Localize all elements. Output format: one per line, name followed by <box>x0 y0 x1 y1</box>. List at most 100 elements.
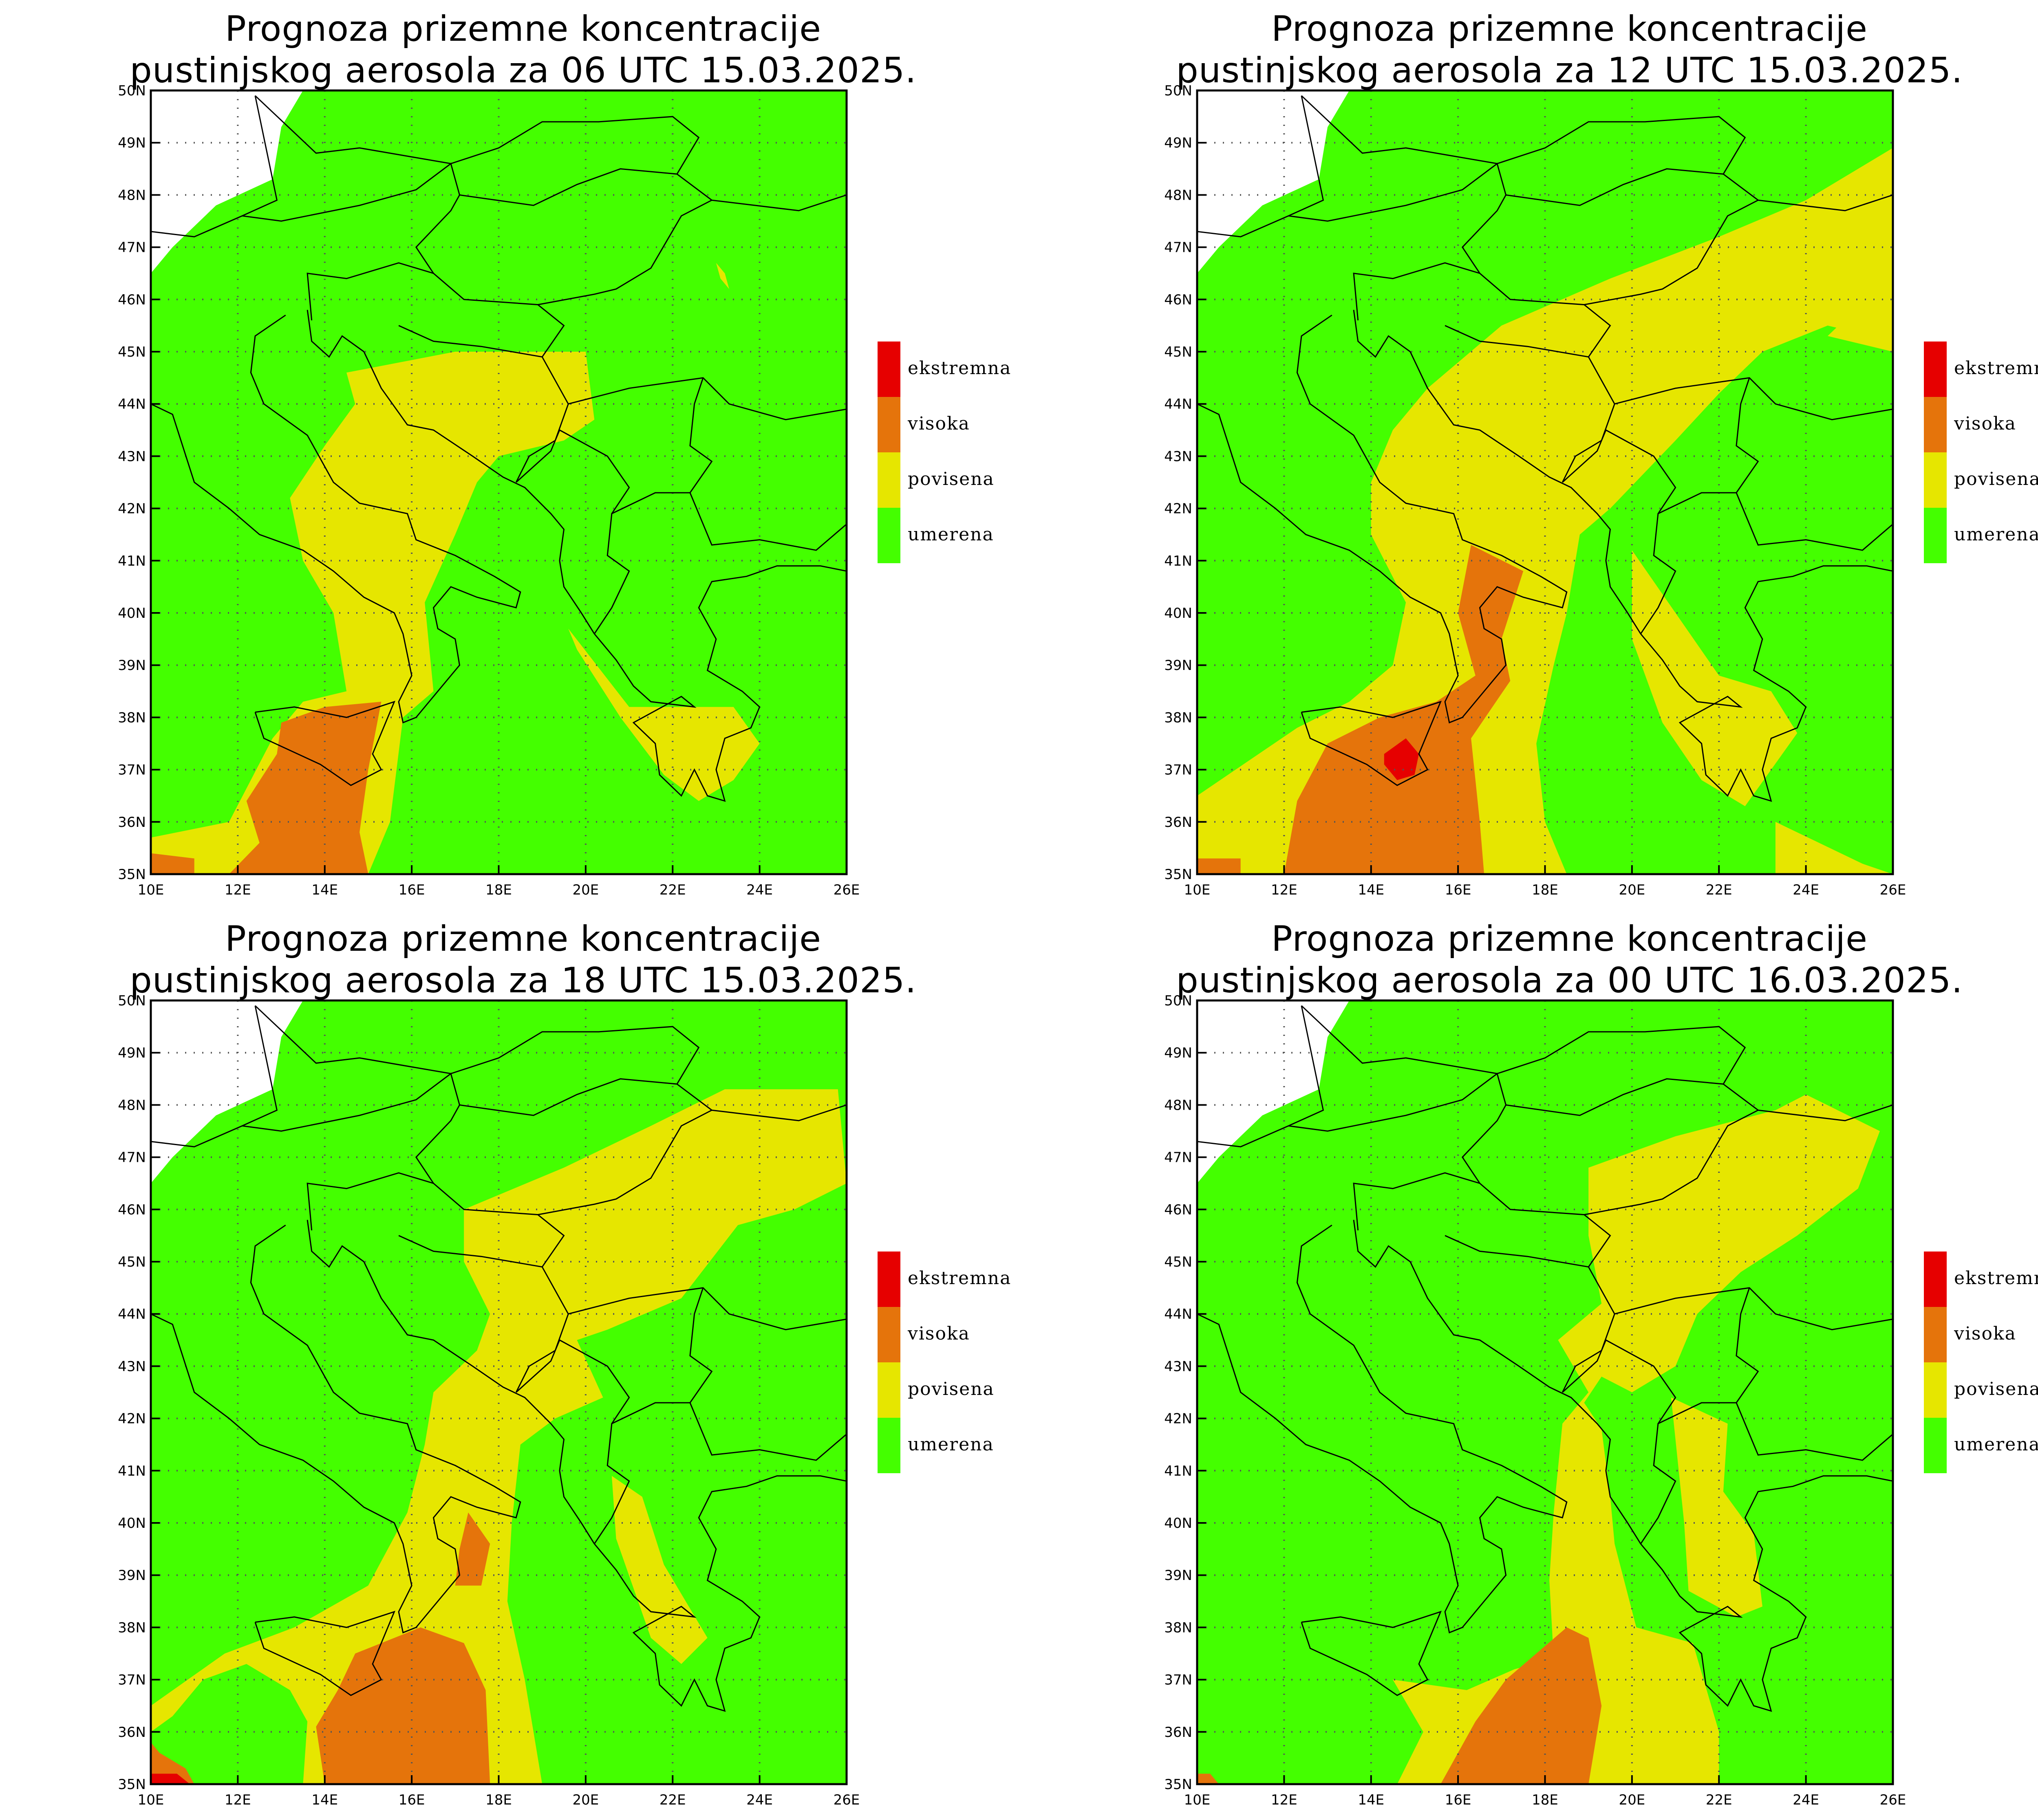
panel-title-line2: pustinjskog aerosola za 12 UTC 15.03.202… <box>1176 50 1963 91</box>
legend-label-visoka: visoka <box>1954 1323 2016 1344</box>
coastline <box>1461 1078 1760 1216</box>
coastline <box>1301 95 1746 174</box>
coastline <box>516 1339 630 1424</box>
lat-tick-label: 36N <box>1164 814 1192 831</box>
forecast-map: 10E 12E 14E 16E 18E 20E 22E 24E 26E 50N 49N 48N 47N 4… <box>1164 83 1906 898</box>
lon-tick-label: 14E <box>311 1792 338 1808</box>
lat-tick-label: 44N <box>1164 1306 1192 1322</box>
lat-tick-label: 39N <box>1164 657 1192 674</box>
lon-tick-label: 12E <box>1271 1792 1297 1808</box>
coastline <box>1197 95 1324 238</box>
forecast-map: 10E 12E 14E 16E 18E 20E 22E 24E 26E 50N 49N 48N 47N 4… <box>118 993 860 1808</box>
legend-swatch-povisena <box>878 452 900 508</box>
lat-tick-label: 40N <box>118 605 146 621</box>
zone-visoka <box>1197 858 1241 874</box>
lat-tick-label: 37N <box>1164 1672 1192 1688</box>
lat-tick-label: 43N <box>1164 1358 1192 1375</box>
coastline <box>1640 492 1736 635</box>
zone-visoka <box>1197 1774 1219 1784</box>
lon-tick-label: 26E <box>1880 1792 1906 1808</box>
legend-swatch-ekstremna <box>1924 1252 1947 1307</box>
lat-tick-label: 38N <box>1164 1619 1192 1636</box>
lat-tick-label: 46N <box>1164 1202 1192 1218</box>
lat-tick-label: 42N <box>1164 1411 1192 1427</box>
map-panel-2: Prognoza prizemne koncentracije pustinjs… <box>1046 0 2038 910</box>
lat-tick-label: 44N <box>118 396 146 412</box>
legend-swatch-umerena <box>878 1418 900 1473</box>
panel-title: Prognoza prizemne koncentracije pustinjs… <box>0 918 1046 1001</box>
lon-tick-label: 22E <box>659 882 686 898</box>
lat-tick-label: 35N <box>1164 1776 1192 1793</box>
lat-tick-label: 45N <box>1164 1254 1192 1270</box>
lat-tick-label: 37N <box>118 1672 146 1688</box>
legend-label-visoka: visoka <box>908 1323 970 1344</box>
lat-tick-label: 38N <box>118 709 146 726</box>
lon-tick-label: 16E <box>399 1792 425 1808</box>
zone-povisena <box>1632 550 1798 806</box>
lon-tick-label: 12E <box>1271 882 1297 898</box>
zone-povisena <box>611 1476 708 1664</box>
coastline <box>1758 1104 1893 1122</box>
lat-tick-label: 43N <box>118 448 146 465</box>
map-area <box>1197 1000 1893 1784</box>
coastline <box>415 168 713 306</box>
coastline <box>1640 565 1893 802</box>
lat-tick-label: 40N <box>118 1515 146 1531</box>
zone-visoka <box>151 1742 194 1784</box>
zone-visoka <box>151 853 194 874</box>
lat-tick-label: 44N <box>1164 396 1192 412</box>
lat-tick-label: 43N <box>118 1358 146 1375</box>
lat-tick-label: 41N <box>1164 553 1192 569</box>
lat-tick-label: 46N <box>1164 292 1192 308</box>
coastline <box>398 325 543 358</box>
legend-swatch-umerena <box>1924 508 1947 563</box>
panel-title-line1: Prognoza prizemne koncentracije <box>1271 9 1868 49</box>
coastline <box>254 95 700 174</box>
coastline <box>1562 1339 1676 1424</box>
coastline <box>593 492 690 635</box>
coastline <box>1614 1287 1893 1331</box>
lat-tick-label: 50N <box>118 993 146 1009</box>
lat-tick-label: 47N <box>1164 1150 1192 1166</box>
legend-label-ekstremna: ekstremna <box>908 1268 1012 1289</box>
coastline <box>1288 1072 1506 1132</box>
zone-povisena <box>1828 315 1893 352</box>
lon-tick-label: 10E <box>138 1792 164 1808</box>
coastline <box>307 310 595 635</box>
legend-label-ekstremna: ekstremna <box>1954 1268 2038 1289</box>
lat-tick-label: 38N <box>1164 709 1192 726</box>
lat-tick-label: 48N <box>1164 187 1192 203</box>
zone-visoka <box>1284 545 1524 874</box>
lat-tick-label: 41N <box>1164 1463 1192 1479</box>
lon-tick-label: 22E <box>1706 882 1732 898</box>
lon-tick-label: 18E <box>485 882 512 898</box>
lat-tick-label: 36N <box>118 814 146 831</box>
zone-umerena <box>151 90 847 874</box>
lon-tick-label: 14E <box>311 882 338 898</box>
lat-tick-label: 47N <box>118 240 146 256</box>
panel-title-line1: Prognoza prizemne koncentracije <box>1271 919 1868 959</box>
lon-tick-label: 22E <box>659 1792 686 1808</box>
panel-title: Prognoza prizemne koncentracije pustinjs… <box>0 8 1046 91</box>
coastline <box>594 565 847 802</box>
coastline <box>593 1402 690 1545</box>
lat-tick-label: 40N <box>1164 605 1192 621</box>
legend-swatch-povisena <box>1924 452 1947 508</box>
coastline <box>516 429 630 514</box>
coastline <box>1445 1235 1589 1268</box>
legend-swatch-visoka <box>878 1307 900 1362</box>
coastline <box>398 1235 543 1268</box>
legend-swatch-umerena <box>878 508 900 563</box>
coastline <box>1461 168 1760 306</box>
lat-tick-label: 42N <box>118 1411 146 1427</box>
lat-tick-label: 43N <box>1164 448 1192 465</box>
lat-tick-label: 41N <box>118 553 146 569</box>
coastline <box>151 315 521 724</box>
coastline <box>1301 1005 1746 1084</box>
legend-swatch-ekstremna <box>878 1252 900 1307</box>
zone-povisena <box>1197 148 1893 874</box>
forecast-map: 10E 12E 14E 16E 18E 20E 22E 24E 26E 50N 49N 48N 47N 4… <box>118 83 860 898</box>
coastline <box>254 701 396 786</box>
coastline <box>1301 1611 1442 1696</box>
lat-tick-label: 36N <box>118 1724 146 1741</box>
